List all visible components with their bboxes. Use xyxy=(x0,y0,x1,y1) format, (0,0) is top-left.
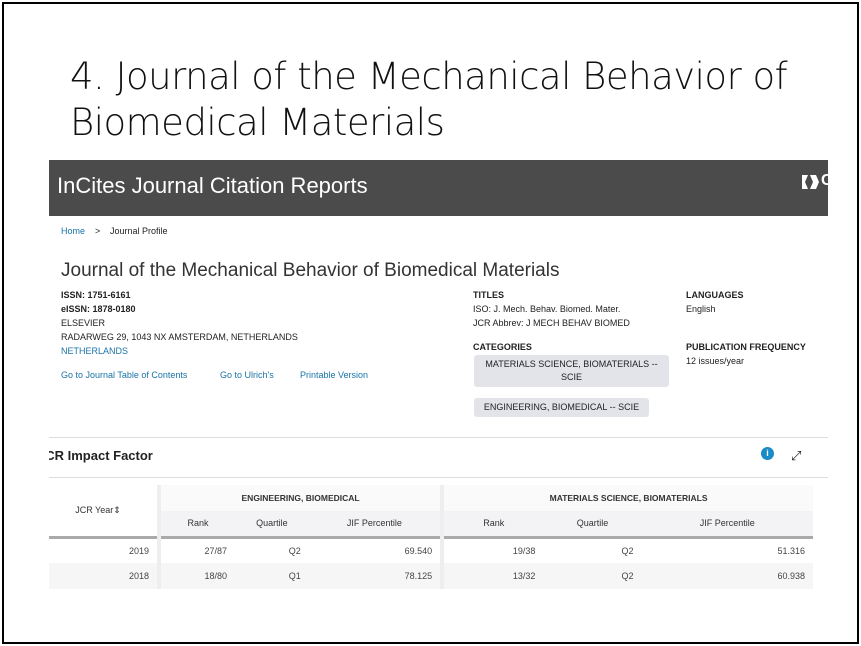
col-header[interactable]: Rank xyxy=(440,511,544,537)
group-header: ENGINEERING, BIOMEDICAL xyxy=(156,485,443,511)
jcr-screenshot: InCites Journal Citation Reports C Home … xyxy=(49,160,828,600)
clarivate-logo-icon xyxy=(802,175,819,189)
iso-title: ISO: J. Mech. Behav. Biomed. Mater. xyxy=(473,304,621,314)
col-header[interactable]: Quartile xyxy=(543,511,642,537)
languages-value: English xyxy=(686,304,716,314)
impact-table: JCR Year⇕ ENGINEERING, BIOMEDICAL MATERI… xyxy=(49,485,813,589)
cell: 18/80 xyxy=(156,563,236,589)
jcr-year-header[interactable]: JCR Year⇕ xyxy=(49,485,159,537)
cell: 19/38 xyxy=(440,537,544,563)
cell: 27/87 xyxy=(156,537,236,563)
cell: Q2 xyxy=(543,563,642,589)
publisher: ELSEVIER xyxy=(61,318,106,328)
country-link[interactable]: NETHERLANDS xyxy=(61,346,129,356)
divider xyxy=(49,477,828,478)
cell-year: 2018 xyxy=(49,563,159,589)
cell: Q2 xyxy=(621,545,634,556)
slide-title: 4. Journal of the Mechanical Behavior of… xyxy=(70,55,788,144)
breadcrumb-home[interactable]: Home xyxy=(61,226,86,236)
issn: ISSN: 1751-6161 xyxy=(61,290,131,300)
app-name[interactable]: InCites Journal Citation Reports xyxy=(57,173,368,198)
table-row: 2019 27/87 Q2 69.540 19/38 Q2 51.316 xyxy=(49,537,813,563)
cell: Q1 xyxy=(235,563,309,589)
titles-label: TITLES xyxy=(473,290,504,300)
table-row: 2018 18/80 Q1 78.125 13/32 Q2 60.938 xyxy=(49,563,813,589)
publisher-address: RADARWEG 29, 1043 NX AMSTERDAM, NETHERLA… xyxy=(61,332,298,342)
group-header: MATERIALS SCIENCE, BIOMATERIALS xyxy=(440,485,813,511)
eissn: eISSN: 1878-0180 xyxy=(61,304,136,314)
cell: 69.540 xyxy=(404,545,433,556)
cell: Q2 xyxy=(288,545,301,556)
cell: 51.316 xyxy=(777,545,805,556)
frequency-value: 12 issues/year xyxy=(686,356,745,366)
col-header[interactable]: JIF Percentile xyxy=(308,511,443,537)
info-icon[interactable]: i xyxy=(761,447,774,460)
cell: 60.938 xyxy=(641,563,813,589)
app-header: InCites Journal Citation Reports C xyxy=(49,160,828,216)
divider xyxy=(49,437,828,438)
category-pill[interactable]: MATERIALS SCIENCE, BIOMATERIALS -- SCIE xyxy=(474,355,669,387)
printable-link[interactable]: Printable Version xyxy=(300,370,369,380)
logo-text: C xyxy=(821,172,828,189)
jcr-abbrev: JCR Abbrev: J MECH BEHAV BIOMED xyxy=(473,318,630,328)
cell: 78.125 xyxy=(308,563,443,589)
expand-icon[interactable]: ⤢ xyxy=(791,448,802,463)
cell: 13/32 xyxy=(440,563,544,589)
cell-year: 2019 xyxy=(128,545,149,556)
journal-title: Journal of the Mechanical Behavior of Bi… xyxy=(61,260,560,281)
col-header[interactable]: Quartile xyxy=(235,511,309,537)
col-header[interactable]: Rank xyxy=(156,511,236,537)
languages-label: LANGUAGES xyxy=(686,290,744,300)
category-pill[interactable]: ENGINEERING, BIOMEDICAL -- SCIE xyxy=(474,398,649,417)
toc-link[interactable]: Go to Journal Table of Contents xyxy=(61,370,188,380)
breadcrumb-separator: > xyxy=(95,226,101,236)
breadcrumb-current: Journal Profile xyxy=(110,226,168,236)
frequency-label: PUBLICATION FREQUENCY xyxy=(686,342,806,352)
col-header[interactable]: JIF Percentile xyxy=(641,511,813,537)
categories-label: CATEGORIES xyxy=(473,342,532,352)
ulrich-link[interactable]: Go to Ulrich's xyxy=(220,370,274,380)
sort-icon[interactable]: ⇕ xyxy=(113,504,121,515)
impact-factor-title: JCR Impact Factor xyxy=(49,448,153,463)
